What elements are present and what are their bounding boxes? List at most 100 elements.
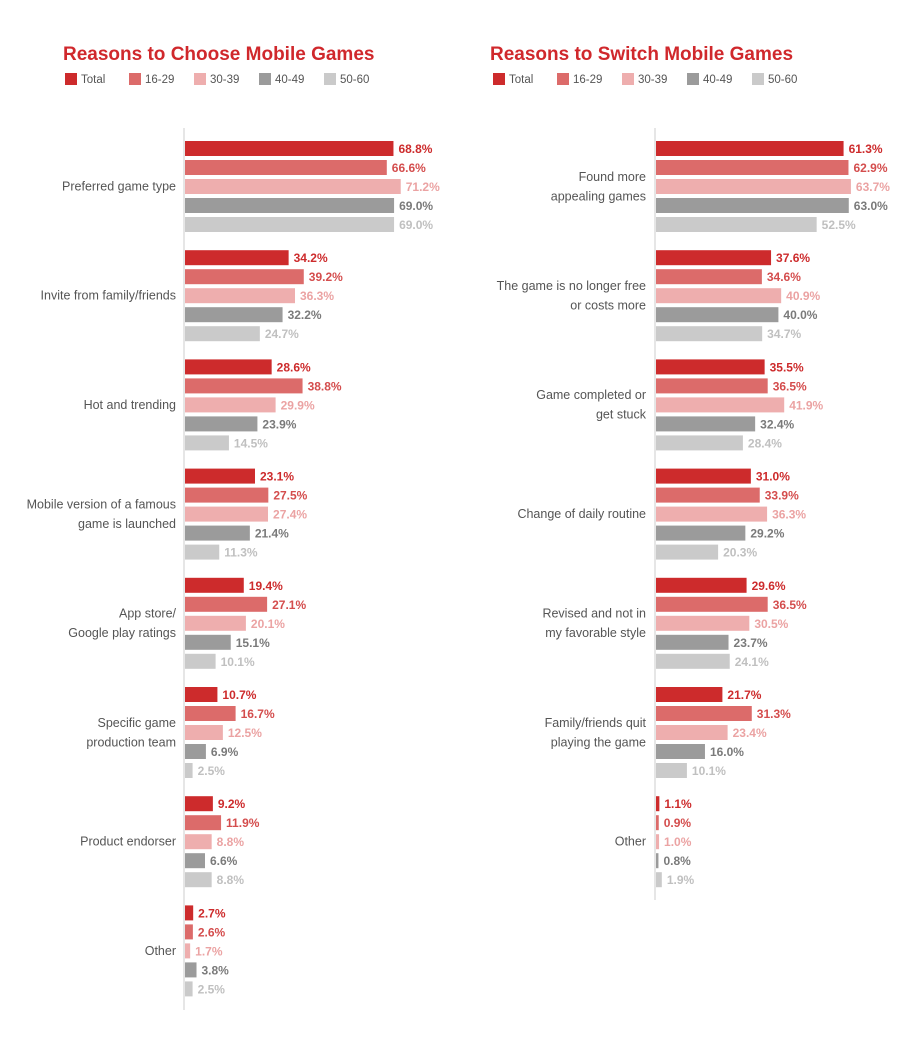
choose-bar-g2-s4 <box>185 435 229 451</box>
choose-value-label-g6-s2: 8.8% <box>217 835 245 849</box>
switch-bar-g5-s0 <box>656 687 723 702</box>
switch-value-label-g6-s3: 0.8% <box>663 854 691 868</box>
switch-value-label-g4-s3: 23.7% <box>734 636 768 650</box>
choose-value-label-g6-s0: 9.2% <box>218 797 246 811</box>
choose-value-label-g7-s1: 2.6% <box>198 925 226 939</box>
choose-bar-g3-s0 <box>185 468 255 484</box>
choose-legend-label-total: Total <box>81 74 105 86</box>
switch-bar-g4-s4 <box>656 653 730 669</box>
choose-value-label-g0-s1: 66.6% <box>392 161 426 175</box>
choose-value-label-g2-s0: 28.6% <box>277 360 311 374</box>
choose-legend-label-40-49: 40-49 <box>275 74 304 86</box>
choose-value-label-g3-s0: 23.1% <box>260 470 294 484</box>
switch-bar-g4-s3 <box>656 634 729 650</box>
choose-value-label-g6-s1: 11.9% <box>226 816 260 830</box>
choose-bar-g2-s3 <box>185 416 258 432</box>
switch-bar-g0-s0 <box>656 141 844 156</box>
switch-value-label-g3-s4: 20.3% <box>723 546 757 560</box>
choose-chart-title: Reasons to Choose Mobile Games <box>63 44 374 65</box>
choose-value-label-g4-s3: 15.1% <box>236 636 270 650</box>
choose-value-label-g6-s4: 8.8% <box>217 873 245 887</box>
switch-bar-g4-s0 <box>656 577 747 593</box>
switch-value-label-g0-s4: 52.5% <box>822 218 856 232</box>
choose-bar-g5-s0 <box>185 687 218 702</box>
switch-legend-swatch-total <box>493 73 505 85</box>
choose-bar-g0-s2 <box>185 179 401 194</box>
switch-bar-g1-s2 <box>656 288 782 304</box>
choose-category-label-g1-l0: Invite from family/friends <box>41 289 176 303</box>
choose-bar-g4-s0 <box>185 577 244 593</box>
choose-value-label-g1-s2: 36.3% <box>300 289 334 303</box>
switch-bar-g0-s2 <box>656 179 851 194</box>
switch-value-label-g3-s1: 33.9% <box>765 489 799 503</box>
switch-bar-g5-s1 <box>656 706 752 721</box>
switch-bar-g1-s1 <box>656 269 762 285</box>
choose-bar-g3-s3 <box>185 525 250 541</box>
switch-bar-g0-s3 <box>656 198 849 213</box>
choose-value-label-g0-s4: 69.0% <box>399 218 433 232</box>
switch-value-label-g0-s1: 62.9% <box>853 161 887 175</box>
choose-legend-swatch-30-39 <box>194 73 206 85</box>
choose-value-label-g5-s3: 6.9% <box>211 745 239 759</box>
choose-category-label-g3-l0: Mobile version of a famous <box>27 497 176 511</box>
switch-bar-g4-s2 <box>656 615 750 631</box>
switch-value-label-g6-s1: 0.9% <box>664 816 692 830</box>
choose-legend-swatch-total <box>65 73 77 85</box>
switch-bar-g6-s3 <box>656 853 659 869</box>
choose-bar-g7-s1 <box>185 924 193 940</box>
choose-value-label-g2-s2: 29.9% <box>281 398 315 412</box>
choose-bar-g1-s2 <box>185 288 295 304</box>
switch-bar-g2-s3 <box>656 416 756 432</box>
choose-bar-g1-s3 <box>185 307 283 323</box>
choose-bar-g6-s1 <box>185 815 222 831</box>
switch-category-label-g1-l0: The game is no longer free <box>497 279 646 293</box>
switch-value-label-g2-s4: 28.4% <box>748 436 782 450</box>
switch-category-label-g4-l1: my favorable style <box>545 626 646 640</box>
choose-bar-g7-s4 <box>185 981 193 997</box>
choose-bar-g5-s3 <box>185 744 206 759</box>
switch-value-label-g5-s3: 16.0% <box>710 745 744 759</box>
switch-legend-label-50-60: 50-60 <box>768 74 797 86</box>
choose-value-label-g2-s3: 23.9% <box>262 417 296 431</box>
switch-value-label-g5-s0: 21.7% <box>727 688 761 702</box>
choose-value-label-g4-s1: 27.1% <box>272 598 306 612</box>
switch-value-label-g5-s2: 23.4% <box>733 726 767 740</box>
choose-legend-swatch-40-49 <box>259 73 271 85</box>
switch-bar-g2-s2 <box>656 397 785 413</box>
choose-bar-g7-s2 <box>185 943 191 959</box>
switch-bar-g3-s2 <box>656 506 768 522</box>
choose-legend-label-16-29: 16-29 <box>145 74 174 86</box>
switch-bar-g3-s1 <box>656 487 760 503</box>
switch-value-label-g0-s3: 63.0% <box>854 199 888 213</box>
switch-bar-g2-s4 <box>656 435 743 451</box>
switch-bar-g3-s0 <box>656 468 751 484</box>
switch-bar-g6-s1 <box>656 815 659 831</box>
switch-bar-g5-s3 <box>656 744 705 759</box>
switch-value-label-g6-s0: 1.1% <box>664 797 692 811</box>
switch-value-label-g3-s0: 31.0% <box>756 470 790 484</box>
switch-category-label-g0-l0: Found more <box>579 170 646 184</box>
choose-bar-g2-s2 <box>185 397 276 413</box>
switch-category-label-g2-l0: Game completed or <box>536 388 646 402</box>
choose-value-label-g4-s0: 19.4% <box>249 579 283 593</box>
choose-category-label-g5-l1: production team <box>86 735 176 749</box>
choose-value-label-g7-s0: 2.7% <box>198 906 226 920</box>
switch-value-label-g4-s4: 24.1% <box>735 655 769 669</box>
choose-value-label-g3-s1: 27.5% <box>273 489 307 503</box>
choose-bar-g3-s4 <box>185 544 220 560</box>
switch-value-label-g3-s2: 36.3% <box>772 508 806 522</box>
switch-bar-g2-s0 <box>656 359 765 375</box>
switch-value-label-g5-s4: 10.1% <box>692 764 726 778</box>
choose-value-label-g5-s0: 10.7% <box>222 688 256 702</box>
choose-bar-g6-s2 <box>185 834 212 850</box>
choose-bar-g3-s1 <box>185 487 269 503</box>
switch-bar-g5-s2 <box>656 725 728 740</box>
choose-bar-g7-s3 <box>185 962 197 978</box>
choose-value-label-g1-s3: 32.2% <box>288 308 322 322</box>
switch-value-label-g0-s0: 61.3% <box>849 142 883 156</box>
choose-category-label-g4-l0: App store/ <box>119 607 177 621</box>
choose-value-label-g3-s2: 27.4% <box>273 508 307 522</box>
choose-category-label-g7-l0: Other <box>145 944 176 958</box>
choose-bar-g4-s4 <box>185 653 216 669</box>
choose-bar-g3-s2 <box>185 506 269 522</box>
